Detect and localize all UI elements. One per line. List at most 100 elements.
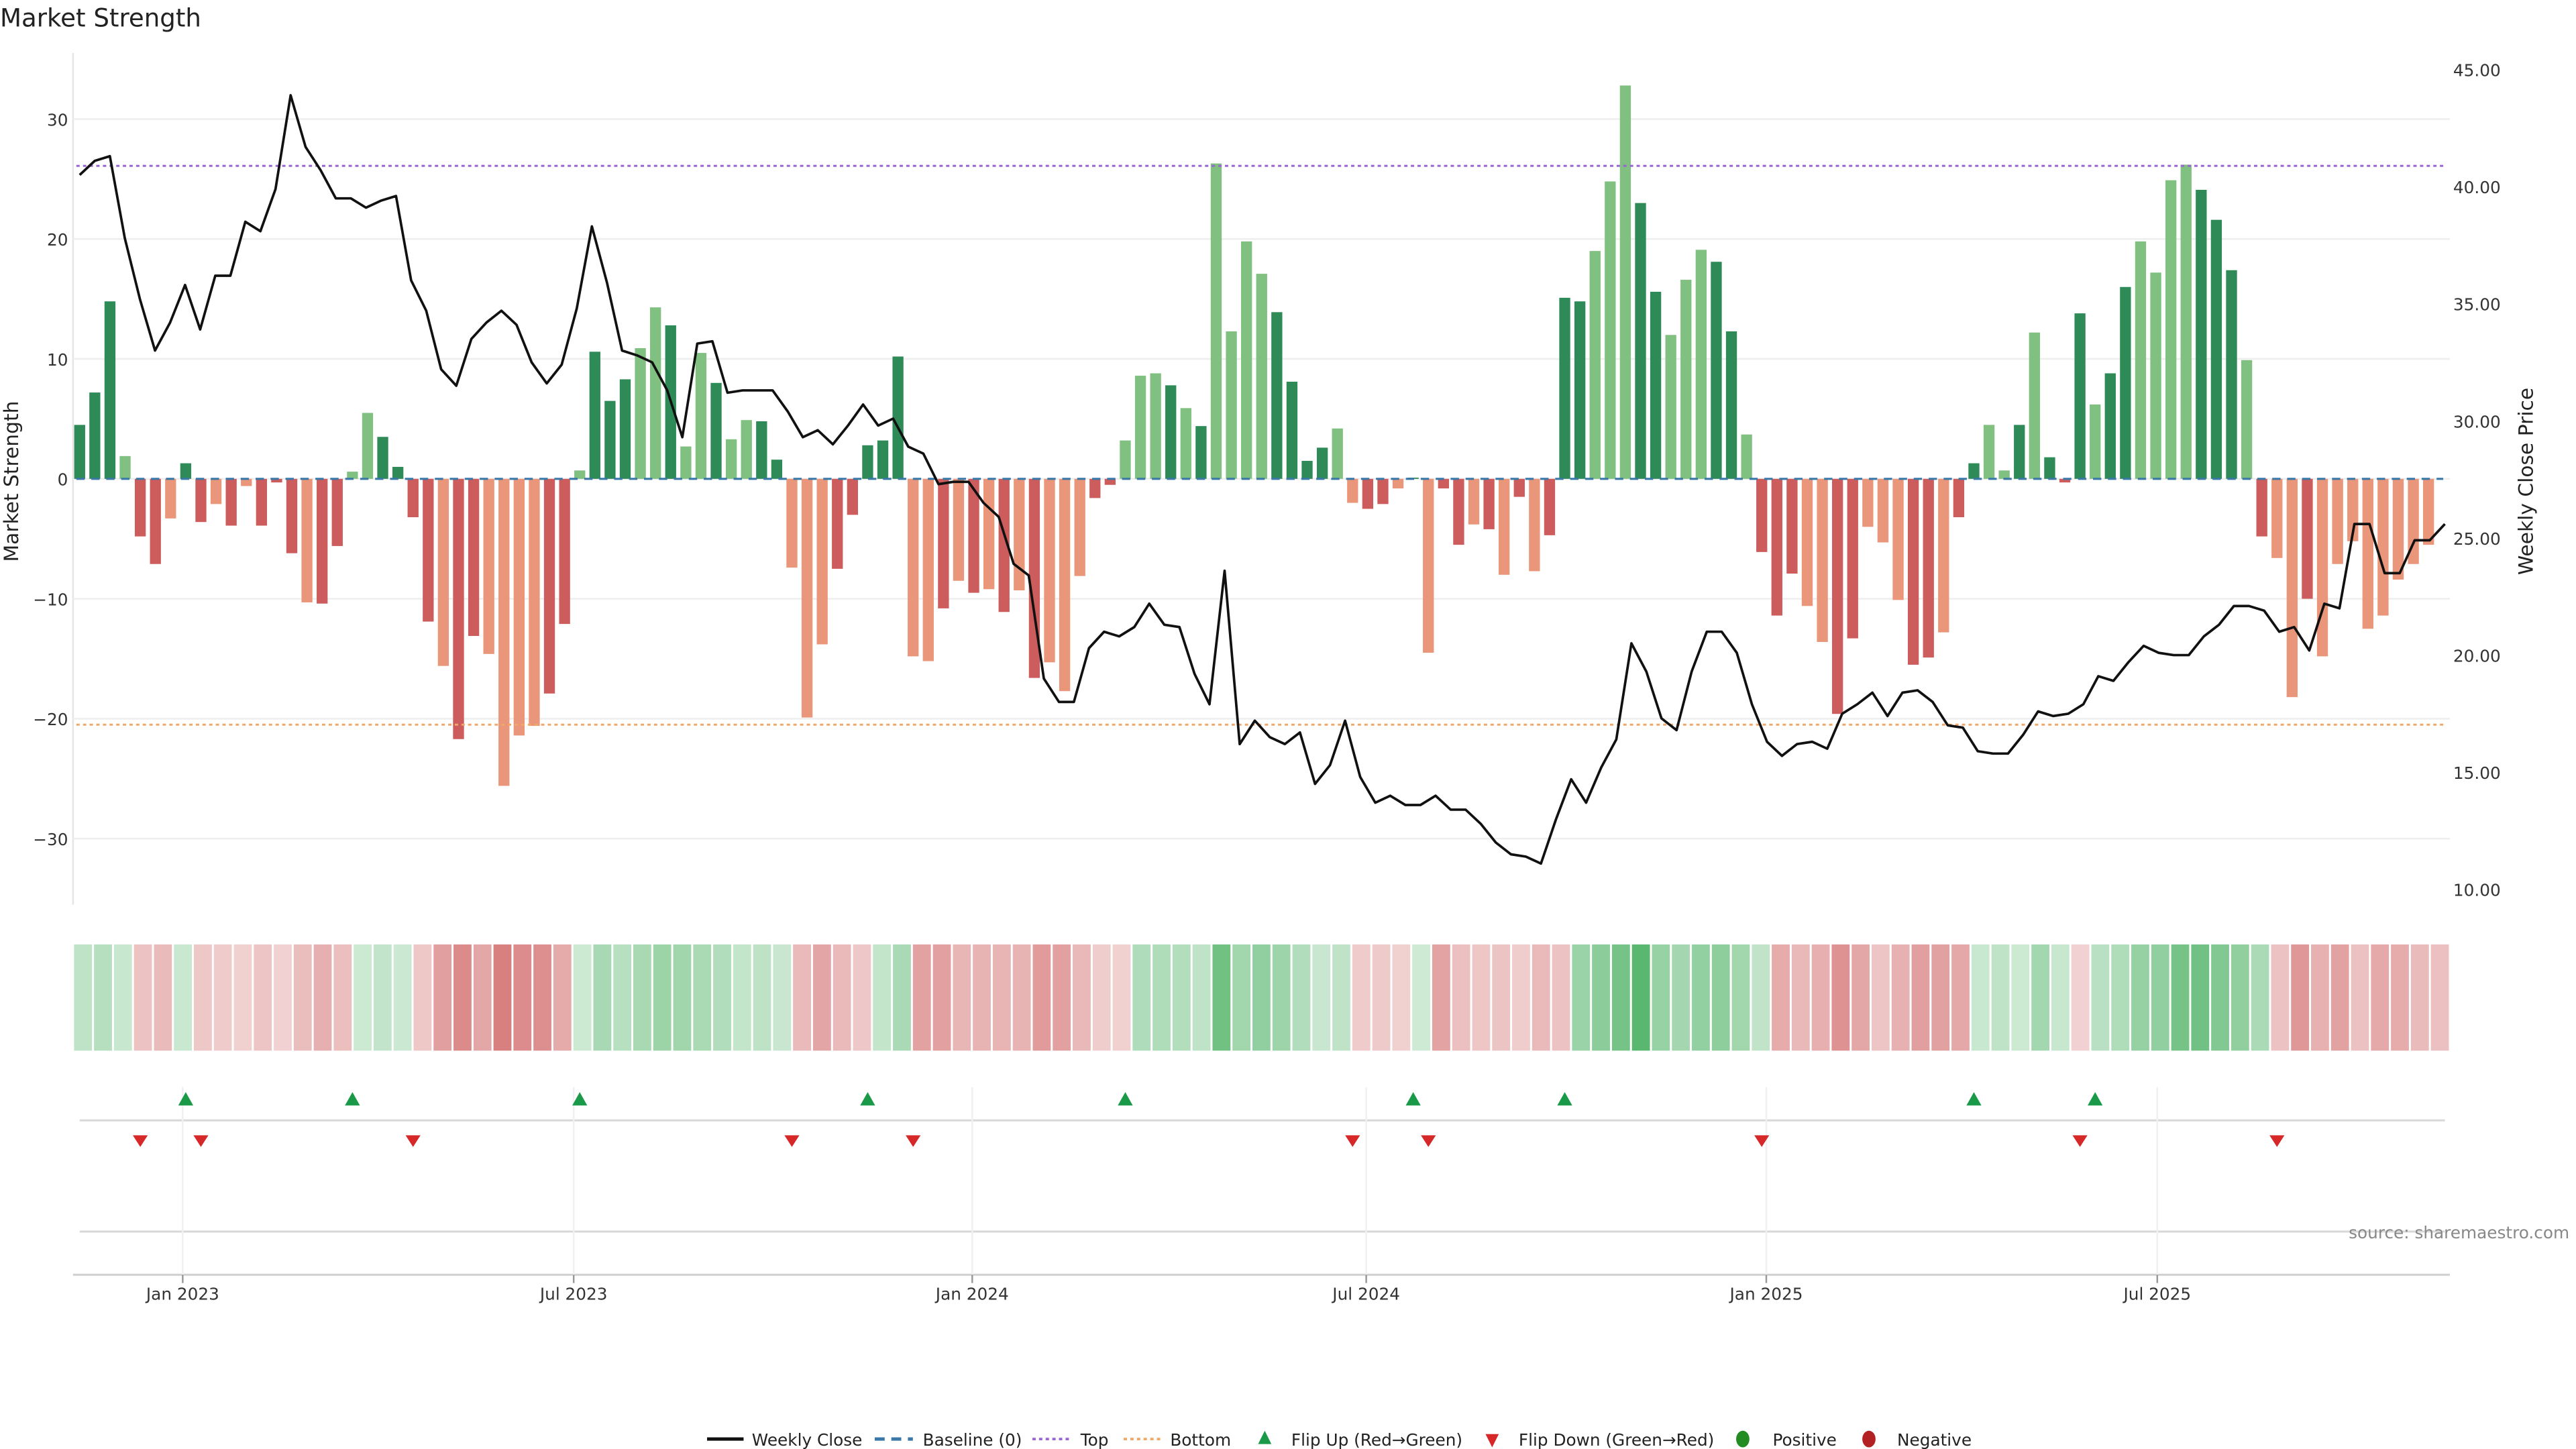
y2-tick-label: 30.00	[2453, 412, 2501, 431]
strength-bar	[786, 478, 798, 568]
heatmap-cell	[373, 944, 392, 1051]
heatmap-cell	[1931, 944, 1950, 1051]
strength-bar	[2362, 478, 2373, 629]
strength-bar	[271, 478, 282, 483]
heatmap-cell	[1112, 944, 1131, 1051]
heatmap-cell	[2051, 944, 2070, 1051]
legend-bottom: Bottom	[1170, 1430, 1231, 1449]
y2-tick-label: 20.00	[2453, 646, 2501, 665]
strength-bar	[1741, 434, 1752, 479]
heatmap-cell	[1352, 944, 1371, 1051]
strength-bar	[2120, 286, 2131, 479]
strength-bar	[953, 478, 965, 581]
heatmap-cell	[154, 944, 172, 1051]
heatmap-cell	[393, 944, 412, 1051]
strength-bar	[680, 446, 692, 479]
strength-bar	[1180, 408, 1191, 479]
heatmap-cell	[1172, 944, 1191, 1051]
strength-bar	[847, 478, 859, 515]
y-axis-label: Market Strength	[0, 401, 23, 562]
strength-bar	[119, 455, 131, 479]
strength-bar	[2029, 332, 2040, 479]
strength-bar	[529, 478, 540, 727]
flip-up-marker	[572, 1092, 588, 1106]
strength-bar	[256, 478, 268, 526]
x-tick-label: Jan 2025	[1729, 1284, 1803, 1303]
flip-down-triangle-icon	[1485, 1434, 1499, 1448]
heatmap-cell	[673, 944, 692, 1051]
strength-bar	[2059, 478, 2071, 483]
heatmap-cell	[1731, 944, 1750, 1051]
strength-bar	[1923, 478, 1934, 658]
heatmap-cell	[953, 944, 971, 1051]
heatmap-cell	[1572, 944, 1591, 1051]
x-tick-label: Jul 2025	[2122, 1284, 2191, 1303]
strength-bar	[180, 463, 192, 479]
heatmap-cell	[1232, 944, 1251, 1051]
strength-bar	[2302, 478, 2313, 599]
strength-bar	[695, 353, 707, 479]
flip-up-marker	[1405, 1092, 1421, 1106]
heatmap-cell	[912, 944, 931, 1051]
heatmap-cell	[2211, 944, 2229, 1051]
heatmap-cell	[1372, 944, 1391, 1051]
strength-bar	[619, 379, 631, 479]
strength-bar	[1059, 478, 1071, 692]
heatmap-cell	[1711, 944, 1730, 1051]
weekly-close-polyline	[78, 94, 2446, 865]
heatmap-cell	[653, 944, 672, 1051]
strength-bar	[816, 478, 828, 645]
strength-bar	[1150, 373, 1161, 479]
strength-bar	[317, 478, 328, 604]
flip-down-marker	[784, 1135, 800, 1147]
heatmap-cell	[973, 944, 991, 1051]
strength-bar	[741, 420, 752, 479]
heatmap-cell	[693, 944, 712, 1051]
weekly-close-line	[78, 94, 2446, 865]
strength-bar	[832, 478, 843, 569]
flip-up-marker	[2088, 1092, 2103, 1106]
strength-bar	[377, 437, 388, 479]
strength-bar	[1074, 478, 1085, 576]
heatmap-cell	[1552, 944, 1570, 1051]
heatmap-cell	[613, 944, 632, 1051]
strength-bar	[2226, 270, 2237, 479]
heatmap-cell	[2351, 944, 2369, 1051]
strength-bar	[2377, 478, 2389, 616]
flip-down-marker	[906, 1135, 921, 1147]
heatmap-cell	[1492, 944, 1511, 1051]
strength-bar	[1014, 478, 1025, 591]
y2-tick-label: 35.00	[2453, 295, 2501, 315]
flip-up-marker	[1966, 1092, 1982, 1106]
strength-bar	[423, 478, 434, 622]
strength-bar	[1650, 291, 1662, 479]
strength-bar	[1711, 262, 1722, 479]
strength-bar	[2014, 425, 2025, 479]
strength-bar	[1301, 460, 1313, 479]
strength-bar	[2408, 478, 2419, 564]
heatmap-cell	[333, 944, 352, 1051]
strength-bar	[1817, 478, 1828, 642]
strength-bar	[331, 478, 343, 546]
strength-bar	[2165, 180, 2177, 479]
y2-tick-label: 10.00	[2453, 881, 2501, 900]
heatmap-cell	[2191, 944, 2210, 1051]
y-tick-label: 10	[47, 350, 68, 370]
strength-bar	[1635, 203, 1646, 479]
strength-bar	[543, 478, 555, 694]
strength-bar	[771, 460, 783, 479]
strength-bar	[2423, 478, 2434, 545]
strength-bar	[1589, 251, 1601, 479]
strength-bar	[2316, 478, 2328, 657]
strength-bar	[1529, 478, 1540, 572]
heatmap-cell	[893, 944, 911, 1051]
y-tick-label: 0	[58, 470, 68, 490]
strength-bar	[2104, 373, 2116, 479]
strength-bar	[559, 478, 570, 625]
heatmap-cell	[1272, 944, 1291, 1051]
y2-tick-label: 15.00	[2453, 763, 2501, 783]
heatmap-cell	[1432, 944, 1450, 1051]
heatmap-cell	[1692, 944, 1710, 1051]
heatmap-cell	[2371, 944, 2390, 1051]
